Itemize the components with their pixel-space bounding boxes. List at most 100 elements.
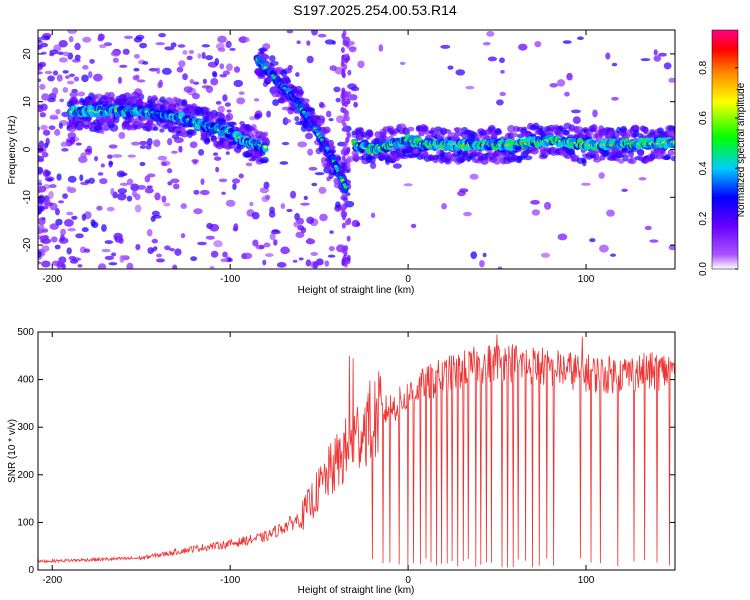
spectral-speckle	[343, 63, 348, 70]
spectral-speckle	[251, 211, 260, 220]
spectral-speckle	[49, 52, 55, 57]
spectral-speckle	[39, 235, 49, 242]
spectral-speckle	[611, 96, 619, 101]
ridge-halo	[540, 152, 549, 159]
spectral-speckle	[341, 222, 346, 229]
ridge-halo	[601, 150, 610, 158]
spectral-speckle	[308, 166, 318, 171]
spectral-speckle	[99, 178, 108, 185]
spectral-speckle	[340, 149, 345, 156]
spectral-speckle	[353, 101, 358, 108]
spectral-speckle	[347, 69, 352, 76]
spectral-speckle	[581, 182, 591, 186]
spectral-speckle	[225, 151, 230, 155]
spectral-speckle	[479, 260, 485, 268]
spectral-speckle	[272, 99, 280, 107]
spectral-speckle	[611, 62, 618, 67]
snr-plot-area	[38, 334, 675, 568]
spectral-speckle	[540, 252, 550, 258]
ridge-halo	[673, 128, 675, 135]
spectral-speckle	[214, 58, 220, 66]
spectral-speckle	[146, 137, 153, 146]
spectral-speckle	[470, 251, 478, 259]
spectral-speckle	[64, 75, 70, 79]
spectral-speckle	[101, 224, 107, 232]
spectral-speckle	[487, 56, 497, 62]
spectral-speckle	[66, 247, 72, 255]
spectral-speckle	[170, 42, 177, 48]
spectral-speckle	[342, 30, 347, 37]
colorbar-tick-label: 0.4	[698, 161, 709, 175]
spectral-speckle	[564, 91, 570, 97]
spectral-speckle	[157, 81, 162, 89]
spectral-speckle	[190, 256, 198, 262]
snr-ticks: -200 -100 0 100 0 100 200 300 400 500	[17, 327, 675, 586]
spectral-speckle	[66, 185, 72, 192]
spectral-speckle	[285, 249, 291, 253]
spectral-speckle	[742, 241, 748, 244]
snr-panel: -200 -100 0 100 0 100 200 300 400 500 Height of s…	[7, 327, 676, 596]
spectral-speckle	[169, 247, 175, 252]
spectral-speckle	[192, 159, 198, 165]
spectral-speckle	[534, 40, 542, 48]
ridge-halo	[507, 125, 516, 133]
spectral-speckle	[200, 178, 205, 185]
spectral-speckle	[370, 212, 376, 218]
spectral-speckle	[38, 224, 45, 231]
spectral-speckle	[345, 192, 351, 197]
spectral-speckle	[458, 188, 469, 193]
spectral-speckle	[167, 168, 173, 174]
spectral-speckle	[331, 40, 336, 45]
spectral-speckle	[48, 125, 56, 130]
spectral-speckle	[346, 254, 351, 261]
x-tick-label: 0	[405, 575, 411, 586]
spectral-speckle	[137, 185, 147, 190]
snr-series-line	[38, 334, 675, 568]
ridge-halo	[536, 125, 544, 131]
spectral-speckle	[341, 57, 346, 64]
spectral-speckle	[151, 238, 159, 244]
spectral-speckle	[108, 262, 118, 266]
ridge-halo	[74, 99, 80, 105]
ridge-halo	[492, 156, 502, 165]
spectral-speckle	[284, 118, 292, 124]
spectral-speckle	[683, 34, 690, 40]
spectral-speckle	[677, 52, 682, 58]
spectral-speckle	[211, 70, 217, 77]
spectral-speckle	[314, 172, 325, 176]
spectral-speckle	[163, 202, 171, 207]
spectral-speckle	[39, 112, 46, 118]
spectral-speckle	[68, 36, 74, 43]
spectral-speckle	[598, 172, 605, 179]
ridge-halo	[201, 132, 207, 140]
spectral-speckle	[56, 261, 62, 269]
ridge-halo	[670, 155, 675, 162]
spectral-speckle	[61, 148, 69, 152]
spectral-speckle	[158, 32, 167, 38]
spectral-speckle	[59, 57, 68, 63]
ridge-halo	[510, 132, 518, 138]
spectral-speckle	[292, 259, 298, 263]
spectral-speckle	[142, 61, 149, 65]
spectral-speckle	[182, 73, 188, 81]
spectral-speckle	[653, 49, 658, 56]
ridge-halo	[174, 102, 180, 108]
spectral-speckle	[213, 240, 223, 248]
spectral-speckle	[252, 239, 259, 247]
spectral-speckle	[63, 218, 74, 227]
spectral-speckle	[153, 139, 161, 148]
spectral-speckle	[357, 60, 365, 69]
spectral-speckle	[103, 42, 113, 47]
spectral-speckle	[392, 163, 402, 169]
spectral-speckle	[182, 50, 188, 55]
spectral-speckle	[119, 64, 128, 68]
spectral-speckle	[180, 203, 187, 210]
spectrogram-xlabel: Height of straight line (km)	[298, 285, 415, 296]
ridge-halo	[529, 147, 539, 155]
spectral-speckle	[171, 150, 178, 154]
y-tick-label: 100	[17, 517, 34, 528]
spectral-speckle	[327, 254, 336, 258]
colorbar-tick-label: 0.8	[698, 60, 709, 74]
spectral-speckle	[198, 149, 205, 156]
